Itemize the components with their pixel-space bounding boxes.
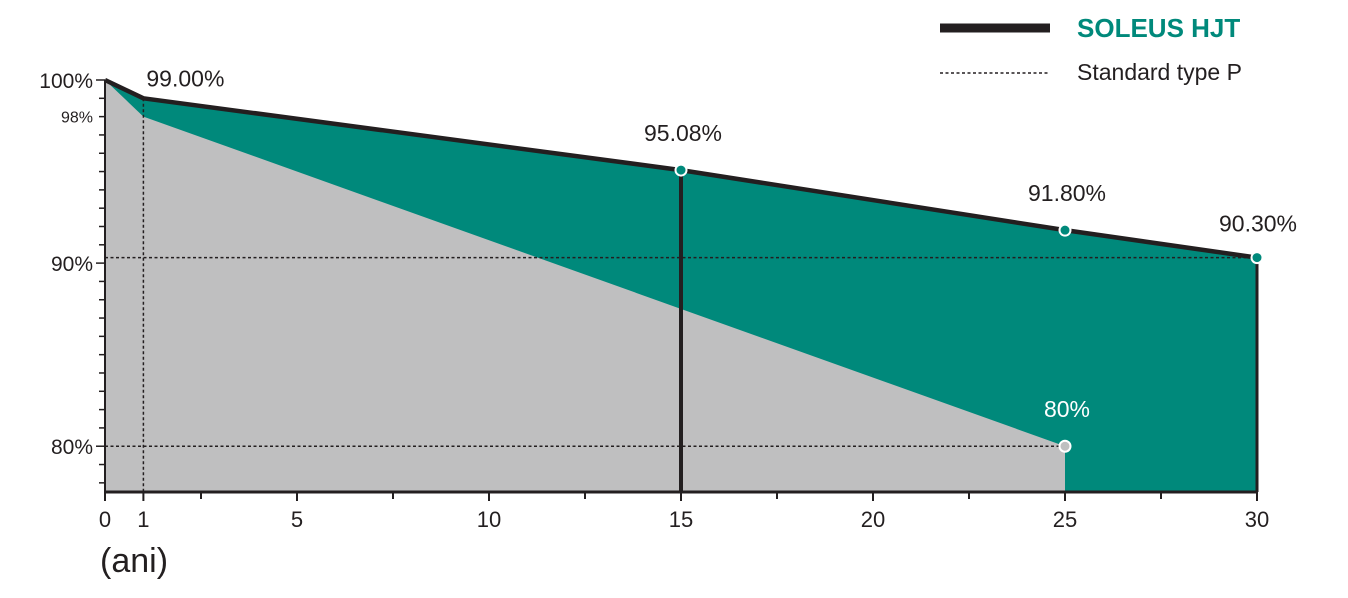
chart-markers bbox=[674, 163, 1264, 453]
marker-9030 bbox=[1250, 251, 1264, 265]
x-tick-label-25: 25 bbox=[1053, 507, 1077, 532]
data-label-9900: 99.00% bbox=[146, 65, 224, 91]
chart-guides bbox=[105, 98, 1257, 492]
marker-9508 bbox=[674, 163, 688, 177]
data-label-9508: 95.08% bbox=[644, 120, 722, 146]
x-tick-label-5: 5 bbox=[291, 507, 303, 532]
legend-label-soleus-hjt: SOLEUS HJT bbox=[1077, 13, 1240, 43]
x-axis-label: (ani) bbox=[100, 542, 168, 580]
y-tick-label-80: 80% bbox=[51, 436, 93, 459]
chart-axes bbox=[96, 79, 1258, 501]
x-tick-label-30: 30 bbox=[1245, 507, 1269, 532]
chart-labels: 0 1 5 10 15 20 25 30100%98%90%80%99.00%95.08%91… bbox=[39, 65, 1297, 532]
marker-9180 bbox=[1058, 223, 1072, 237]
x-tick-label-1: 1 bbox=[137, 507, 149, 532]
x-tick-label-15: 15 bbox=[669, 507, 693, 532]
data-label-9030: 90.30% bbox=[1219, 211, 1297, 237]
data-label-9180: 91.80% bbox=[1028, 180, 1106, 206]
y-tick-label-98: 98% bbox=[61, 110, 93, 127]
area-standard-type-p bbox=[105, 80, 1065, 492]
x-tick-label-20: 20 bbox=[861, 507, 885, 532]
y-tick-label-100: 100% bbox=[39, 70, 93, 93]
x-tick-label-10: 10 bbox=[477, 507, 501, 532]
legend: SOLEUS HJT Standard type P bbox=[940, 13, 1242, 85]
legend-label-standard-type-p: Standard type P bbox=[1077, 59, 1242, 85]
marker-80 bbox=[1058, 439, 1072, 453]
x-tick-label-0: 0 bbox=[99, 507, 111, 532]
y-tick-label-90: 90% bbox=[51, 253, 93, 276]
data-label-80: 80% bbox=[1044, 396, 1090, 422]
